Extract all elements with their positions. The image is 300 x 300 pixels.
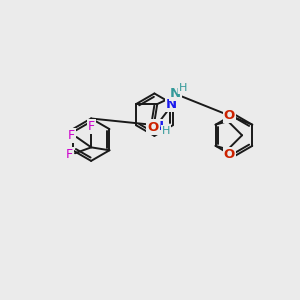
- Text: N: N: [152, 120, 164, 133]
- Text: O: O: [224, 109, 235, 122]
- Text: N: N: [170, 87, 182, 100]
- Text: F: F: [66, 148, 73, 161]
- Text: H: H: [179, 83, 188, 93]
- Text: F: F: [68, 129, 75, 142]
- Text: O: O: [224, 148, 235, 161]
- Text: O: O: [148, 121, 159, 134]
- Text: F: F: [88, 120, 95, 133]
- Text: H: H: [162, 126, 170, 136]
- Text: N: N: [166, 98, 177, 111]
